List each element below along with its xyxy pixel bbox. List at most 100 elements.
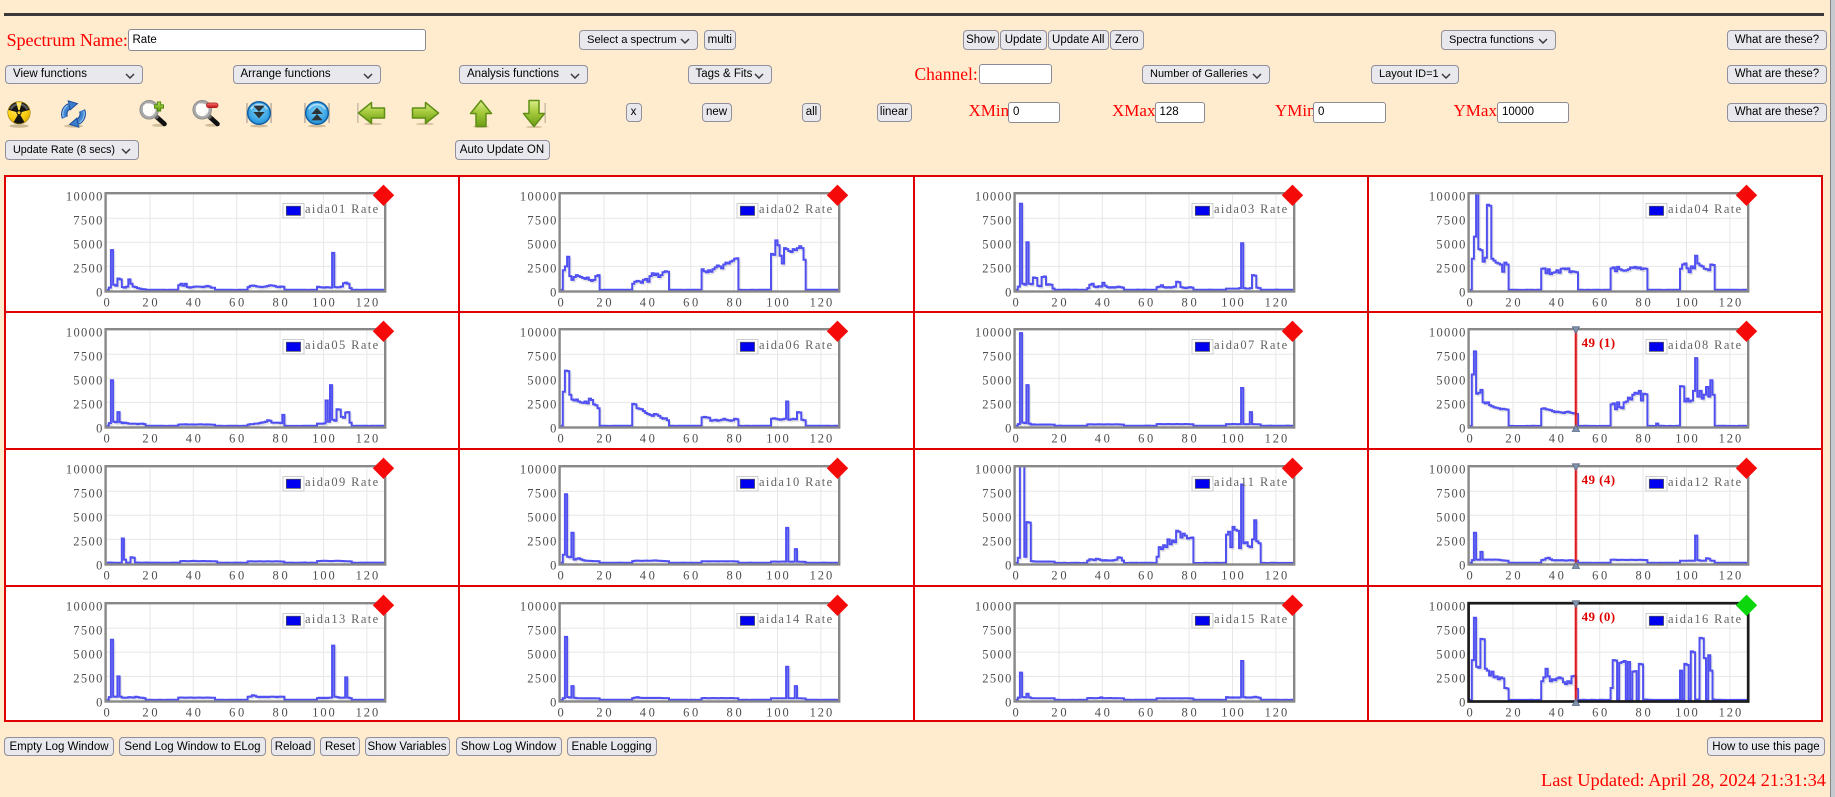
svg-text:7500: 7500	[527, 623, 556, 637]
svg-text:80: 80	[1181, 705, 1196, 719]
svg-text:80: 80	[1181, 569, 1196, 583]
svg-text:20: 20	[1051, 569, 1066, 583]
svg-text:2500: 2500	[1436, 534, 1465, 548]
svg-text:7500: 7500	[73, 623, 102, 637]
svg-text:2500: 2500	[1436, 261, 1465, 275]
svg-text:60: 60	[683, 295, 698, 309]
svg-text:0: 0	[1005, 695, 1011, 709]
svg-text:5000: 5000	[73, 237, 102, 251]
svg-text:2500: 2500	[982, 534, 1011, 548]
svg-text:40: 40	[640, 569, 655, 583]
svg-text:10000: 10000	[1429, 326, 1465, 340]
svg-text:100: 100	[1675, 432, 1698, 446]
svg-text:100: 100	[1221, 432, 1244, 446]
svg-text:5000: 5000	[982, 374, 1011, 388]
svg-text:2500: 2500	[527, 671, 556, 685]
svg-text:0: 0	[1005, 422, 1011, 436]
svg-text:100: 100	[312, 432, 335, 446]
svg-text:60: 60	[1138, 569, 1153, 583]
svg-text:40: 40	[1548, 569, 1563, 583]
svg-text:5000: 5000	[1436, 237, 1465, 251]
svg-text:20: 20	[1051, 432, 1066, 446]
svg-text:5000: 5000	[1436, 374, 1465, 388]
svg-text:60: 60	[683, 569, 698, 583]
svg-text:20: 20	[142, 432, 157, 446]
svg-text:100: 100	[766, 569, 789, 583]
svg-text:100: 100	[312, 705, 335, 719]
svg-text:7500: 7500	[1436, 350, 1465, 364]
svg-text:0: 0	[550, 422, 556, 436]
svg-text:2500: 2500	[982, 671, 1011, 685]
svg-text:20: 20	[1051, 705, 1066, 719]
svg-text:40: 40	[186, 295, 201, 309]
svg-text:0: 0	[1005, 559, 1011, 573]
svg-text:2500: 2500	[73, 261, 102, 275]
svg-text:7500: 7500	[73, 486, 102, 500]
svg-text:0: 0	[558, 295, 564, 309]
svg-text:aida08 Rate: aida08 Rate	[1668, 338, 1742, 352]
svg-text:80: 80	[727, 432, 742, 446]
svg-text:120: 120	[1264, 705, 1287, 719]
svg-text:5000: 5000	[1436, 647, 1465, 661]
svg-text:20: 20	[142, 569, 157, 583]
svg-text:0: 0	[103, 705, 109, 719]
svg-text:120: 120	[810, 569, 833, 583]
svg-text:20: 20	[597, 705, 612, 719]
svg-text:5000: 5000	[982, 510, 1011, 524]
svg-text:40: 40	[186, 705, 201, 719]
svg-text:120: 120	[356, 295, 379, 309]
svg-text:80: 80	[727, 295, 742, 309]
svg-text:100: 100	[1221, 569, 1244, 583]
svg-text:10000: 10000	[520, 189, 556, 203]
svg-text:5000: 5000	[527, 647, 556, 661]
svg-text:49 (4): 49 (4)	[1581, 472, 1614, 487]
svg-text:40: 40	[640, 432, 655, 446]
svg-text:20: 20	[1051, 295, 1066, 309]
svg-text:10000: 10000	[520, 599, 556, 613]
svg-text:20: 20	[142, 705, 157, 719]
svg-text:20: 20	[1505, 295, 1520, 309]
svg-text:40: 40	[1094, 432, 1109, 446]
svg-text:7500: 7500	[527, 350, 556, 364]
svg-text:aida12 Rate: aida12 Rate	[1668, 475, 1742, 489]
svg-text:10000: 10000	[974, 189, 1010, 203]
svg-text:40: 40	[640, 295, 655, 309]
svg-text:120: 120	[810, 432, 833, 446]
svg-text:0: 0	[1012, 432, 1018, 446]
svg-text:aida06 Rate: aida06 Rate	[759, 338, 833, 352]
svg-text:0: 0	[1466, 432, 1472, 446]
svg-text:0: 0	[1466, 295, 1472, 309]
svg-text:0: 0	[96, 285, 102, 299]
svg-text:80: 80	[1181, 295, 1196, 309]
svg-text:7500: 7500	[527, 486, 556, 500]
svg-text:5000: 5000	[73, 510, 102, 524]
svg-text:100: 100	[766, 295, 789, 309]
svg-text:5000: 5000	[527, 237, 556, 251]
svg-text:2500: 2500	[1436, 671, 1465, 685]
svg-text:7500: 7500	[73, 213, 102, 227]
svg-text:2500: 2500	[73, 398, 102, 412]
svg-text:60: 60	[229, 432, 244, 446]
svg-text:60: 60	[1138, 432, 1153, 446]
svg-text:40: 40	[1094, 569, 1109, 583]
svg-text:20: 20	[1505, 432, 1520, 446]
svg-text:10000: 10000	[1429, 599, 1465, 613]
svg-text:80: 80	[1635, 295, 1650, 309]
svg-text:80: 80	[272, 295, 287, 309]
svg-text:100: 100	[1675, 569, 1698, 583]
svg-text:120: 120	[1264, 295, 1287, 309]
svg-text:aida16 Rate: aida16 Rate	[1668, 612, 1742, 626]
svg-text:80: 80	[1635, 432, 1650, 446]
svg-text:7500: 7500	[982, 350, 1011, 364]
svg-text:20: 20	[1505, 705, 1520, 719]
svg-text:0: 0	[558, 569, 564, 583]
svg-text:0: 0	[96, 695, 102, 709]
svg-text:2500: 2500	[73, 671, 102, 685]
svg-text:0: 0	[103, 295, 109, 309]
svg-text:60: 60	[1592, 569, 1607, 583]
svg-text:2500: 2500	[527, 261, 556, 275]
svg-text:7500: 7500	[527, 213, 556, 227]
svg-text:10000: 10000	[974, 326, 1010, 340]
svg-text:2500: 2500	[73, 534, 102, 548]
svg-text:0: 0	[96, 559, 102, 573]
